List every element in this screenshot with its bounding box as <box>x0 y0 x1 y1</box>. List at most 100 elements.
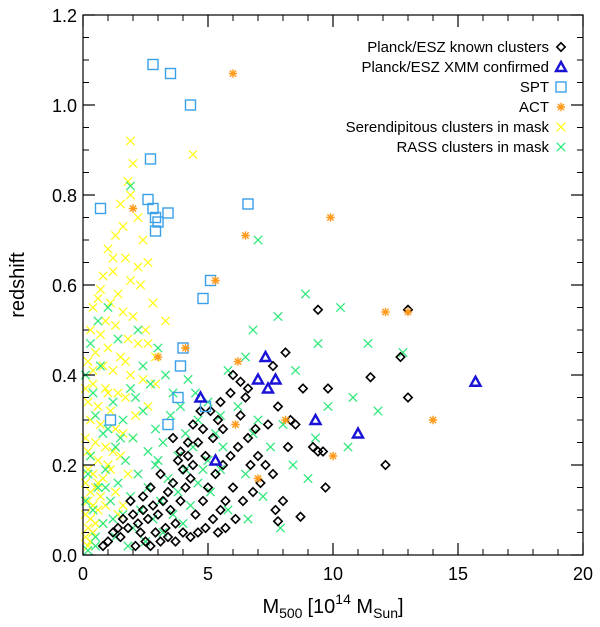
point-planck-esz-known-clusters <box>220 495 231 507</box>
point-rass-clusters-in-mask <box>373 406 383 416</box>
y-tick-label: 1.2 <box>52 6 77 26</box>
point-serendipitous-clusters-in-mask <box>125 275 136 286</box>
point-rass-clusters-in-mask <box>88 388 98 398</box>
point-planck-esz-known-clusters <box>267 360 279 372</box>
point-serendipitous-clusters-in-mask <box>95 491 106 502</box>
point-rass-clusters-in-mask <box>90 541 101 551</box>
legend: Planck/ESZ known clusters Planck/ESZ XMM … <box>346 39 569 156</box>
point-planck-esz-known-clusters <box>270 504 281 516</box>
point-planck-esz-known-clusters <box>152 509 164 520</box>
point-act <box>181 343 190 353</box>
point-planck-esz-xmm-confirmed <box>193 390 208 403</box>
point-rass-clusters-in-mask <box>125 383 136 394</box>
point-serendipitous-clusters-in-mask <box>83 446 93 457</box>
legend-label-act: ACT <box>519 99 549 116</box>
point-planck-esz-known-clusters <box>125 495 136 507</box>
point-planck-esz-known-clusters <box>115 531 126 543</box>
point-planck-esz-known-clusters <box>205 405 216 417</box>
point-serendipitous-clusters-in-mask <box>108 253 118 263</box>
point-planck-esz-known-clusters <box>107 527 119 538</box>
point-rass-clusters-in-mask <box>150 424 161 434</box>
point-serendipitous-clusters-in-mask <box>83 541 93 551</box>
point-serendipitous-clusters-in-mask <box>125 190 136 200</box>
point-planck-esz-known-clusters <box>97 540 109 552</box>
point-planck-esz-known-clusters <box>322 383 334 394</box>
point-planck-esz-known-clusters <box>225 450 236 462</box>
point-planck-esz-known-clusters <box>212 527 224 538</box>
point-serendipitous-clusters-in-mask <box>88 302 98 313</box>
point-planck-esz-xmm-confirmed <box>260 381 276 394</box>
point-spt <box>197 292 209 305</box>
point-spt <box>162 207 174 219</box>
point-rass-clusters-in-mask <box>335 302 346 313</box>
point-act <box>428 415 438 425</box>
point-serendipitous-clusters-in-mask <box>113 289 123 299</box>
point-spt <box>174 360 187 372</box>
point-serendipitous-clusters-in-mask <box>88 365 98 376</box>
point-planck-esz-known-clusters <box>162 486 174 498</box>
point-rass-clusters-in-mask <box>398 347 408 358</box>
point-rass-clusters-in-mask <box>110 442 121 452</box>
point-planck-esz-known-clusters <box>192 437 204 448</box>
point-planck-esz-known-clusters <box>197 423 209 435</box>
point-rass-clusters-in-mask <box>143 446 153 457</box>
point-serendipitous-clusters-in-mask <box>100 383 111 394</box>
point-serendipitous-clusters-in-mask <box>138 374 148 385</box>
point-serendipitous-clusters-in-mask <box>98 361 108 371</box>
point-planck-esz-known-clusters <box>122 522 134 534</box>
point-rass-clusters-in-mask <box>173 487 183 497</box>
point-serendipitous-clusters-in-mask <box>125 370 136 380</box>
point-rass-clusters-in-mask <box>138 361 148 371</box>
point-planck-esz-known-clusters <box>170 518 181 529</box>
point-serendipitous-clusters-in-mask <box>108 266 118 277</box>
point-rass-clusters-in-mask <box>198 464 208 475</box>
point-planck-esz-known-clusters <box>217 423 229 435</box>
point-serendipitous-clusters-in-mask <box>103 343 113 353</box>
point-act <box>231 420 240 429</box>
point-serendipitous-clusters-in-mask <box>133 338 143 349</box>
point-rass-clusters-in-mask <box>343 442 353 452</box>
point-rass-clusters-in-mask <box>90 410 101 421</box>
point-planck-esz-known-clusters <box>150 527 161 538</box>
point-rass-clusters-in-mask <box>100 482 111 493</box>
point-planck-esz-known-clusters <box>282 441 294 453</box>
axis-ticks-layer: 0 5 10 15 20 0.0 0.2 0.4 0.6 0.8 1.0 1.2 <box>52 6 593 584</box>
point-act <box>281 415 290 425</box>
point-planck-esz-known-clusters <box>220 522 231 534</box>
point-planck-esz-xmm-confirmed <box>258 349 273 363</box>
point-rass-clusters-in-mask <box>290 365 301 376</box>
point-serendipitous-clusters-in-mask <box>113 388 123 398</box>
point-planck-esz-known-clusters <box>160 522 171 534</box>
point-planck-esz-known-clusters <box>365 371 376 383</box>
point-act <box>228 69 238 78</box>
y-tick-label: 1.0 <box>52 96 77 116</box>
point-planck-esz-known-clusters <box>142 513 154 525</box>
point-planck-esz-known-clusters <box>207 513 219 525</box>
point-planck-esz-known-clusters <box>137 491 149 502</box>
point-rass-clusters-in-mask <box>265 442 276 452</box>
point-serendipitous-clusters-in-mask <box>110 424 121 434</box>
point-spt <box>184 99 197 111</box>
point-rass-clusters-in-mask <box>115 433 126 443</box>
point-serendipitous-clusters-in-mask <box>138 235 148 245</box>
point-act <box>128 204 138 213</box>
point-serendipitous-clusters-in-mask <box>85 325 96 335</box>
legend-marker-spt <box>555 81 567 93</box>
point-rass-clusters-in-mask <box>240 469 251 479</box>
point-rass-clusters-in-mask <box>258 491 268 502</box>
x-axis-title-bracket-open: [10 <box>307 596 335 618</box>
point-rass-clusters-in-mask <box>165 410 176 421</box>
point-planck-esz-known-clusters <box>135 527 146 538</box>
point-act <box>381 307 390 317</box>
point-planck-esz-known-clusters <box>162 531 174 543</box>
legend-marker-serendipitous-clusters-in-mask <box>556 122 566 132</box>
point-serendipitous-clusters-in-mask <box>160 316 171 326</box>
point-act <box>211 276 220 285</box>
point-spt <box>104 414 117 426</box>
x-axis-title-main: M <box>262 596 279 618</box>
y-tick-label: 0.6 <box>52 276 77 296</box>
point-spt <box>147 202 159 215</box>
point-serendipitous-clusters-in-mask <box>83 356 93 367</box>
point-planck-esz-xmm-confirmed <box>308 412 323 426</box>
point-rass-clusters-in-mask <box>310 433 321 443</box>
